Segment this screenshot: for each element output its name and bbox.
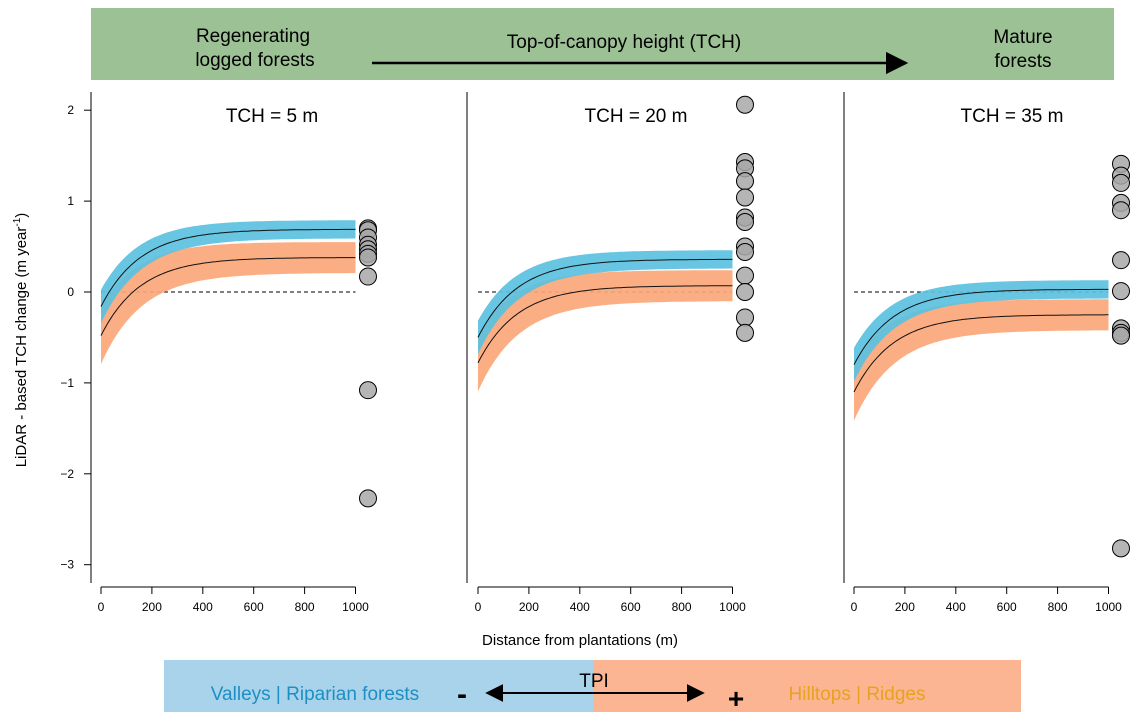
x-tick-label: 200 xyxy=(519,600,539,614)
observed-point xyxy=(736,213,754,232)
y-axis-title-main: LiDAR - based TCH change (m year xyxy=(13,227,30,468)
observed-point xyxy=(736,243,754,262)
observed-point xyxy=(736,283,754,301)
observed-point xyxy=(736,172,754,191)
valley-fitted-line xyxy=(853,288,1109,365)
ridge-fitted-line xyxy=(100,257,356,336)
y-axis-ticks: −3 −2 −1 0 1 2 xyxy=(60,103,74,572)
y-tick-label: −2 xyxy=(60,467,74,481)
header-left-label-line1: Regenerating xyxy=(196,26,310,47)
y-axis-title: LiDAR - based TCH change (m year-1) xyxy=(12,213,30,468)
x-tick-label: 800 xyxy=(295,600,315,614)
valley-fitted-line xyxy=(477,258,733,338)
valley-confidence-band xyxy=(854,280,1109,382)
x-axis-title: Distance from plantations (m) xyxy=(482,632,678,649)
plot-panels: 0 200 400 600 800 1000 TCH = 5 m 0 200 400 600 800 1… xyxy=(84,92,1130,614)
panel-2: 0 200 400 600 800 1000 TCH = 20 m xyxy=(466,92,754,614)
observed-point xyxy=(736,188,754,207)
x-tick-label: 600 xyxy=(621,600,641,614)
footer-tpi-label: TPI xyxy=(579,671,609,692)
observed-point xyxy=(359,489,377,508)
observed-point xyxy=(1112,173,1130,192)
footer-minus-sign: - xyxy=(457,678,467,711)
header-right-label-line1: Mature xyxy=(993,27,1052,48)
footer-plus-sign: + xyxy=(728,683,744,712)
valley-fitted-line xyxy=(100,228,356,307)
y-tick-label: 1 xyxy=(67,194,74,208)
panel-3: 0 200 400 600 800 1000 TCH = 35 m xyxy=(843,92,1130,614)
header-banner: Regenerating logged forests Top-of-canop… xyxy=(91,8,1114,80)
x-tick-label: 0 xyxy=(98,600,105,614)
x-tick-label: 800 xyxy=(1048,600,1068,614)
header-left-label-line2: logged forests xyxy=(195,50,314,71)
observed-point xyxy=(736,95,754,114)
observed-point xyxy=(736,323,754,342)
panel-1: 0 200 400 600 800 1000 TCH = 5 m xyxy=(84,92,377,614)
observed-point xyxy=(1112,539,1130,558)
x-tick-label: 800 xyxy=(672,600,692,614)
observed-point xyxy=(1112,201,1130,220)
observed-point xyxy=(1112,326,1130,345)
x-tick-label: 200 xyxy=(895,600,915,614)
y-tick-label: 2 xyxy=(67,103,74,117)
x-tick-label: 600 xyxy=(997,600,1017,614)
y-tick-label: −1 xyxy=(60,376,74,390)
observed-point xyxy=(736,308,754,327)
footer-banner: Valleys | Riparian forests TPI - + Hillt… xyxy=(164,660,1021,712)
ridge-fitted-line xyxy=(477,285,733,364)
panel-title: TCH = 35 m xyxy=(961,106,1064,127)
x-tick-label: 0 xyxy=(851,600,858,614)
observed-point xyxy=(1112,282,1130,301)
x-tick-label: 1000 xyxy=(719,600,746,614)
observed-point xyxy=(359,248,377,267)
y-axis-title-superscript: -1 xyxy=(12,217,23,226)
x-tick-label: 400 xyxy=(570,600,590,614)
y-tick-label: 0 xyxy=(67,285,74,299)
observed-point xyxy=(359,267,377,286)
x-tick-label: 200 xyxy=(142,600,162,614)
panel-title: TCH = 20 m xyxy=(585,106,688,127)
valley-confidence-band xyxy=(478,250,733,355)
x-tick-label: 0 xyxy=(475,600,482,614)
observed-point xyxy=(359,381,377,400)
valley-confidence-band xyxy=(101,220,356,324)
observed-point xyxy=(1112,251,1130,270)
y-axis-title-end: ) xyxy=(13,213,30,218)
panel-title: TCH = 5 m xyxy=(226,106,318,127)
header-banner-background xyxy=(91,8,1114,80)
y-tick-label: −3 xyxy=(60,558,74,572)
x-tick-label: 400 xyxy=(193,600,213,614)
x-tick-label: 1000 xyxy=(342,600,369,614)
x-tick-label: 1000 xyxy=(1095,600,1122,614)
footer-valley-label: Valleys | Riparian forests xyxy=(211,684,419,705)
header-right-label-line2: forests xyxy=(994,51,1051,72)
ridge-fitted-line xyxy=(853,314,1109,393)
x-tick-label: 400 xyxy=(946,600,966,614)
footer-ridge-label: Hilltops | Ridges xyxy=(789,684,926,705)
x-tick-label: 600 xyxy=(244,600,264,614)
observed-point xyxy=(736,266,754,285)
header-center-label: Top-of-canopy height (TCH) xyxy=(507,32,741,53)
